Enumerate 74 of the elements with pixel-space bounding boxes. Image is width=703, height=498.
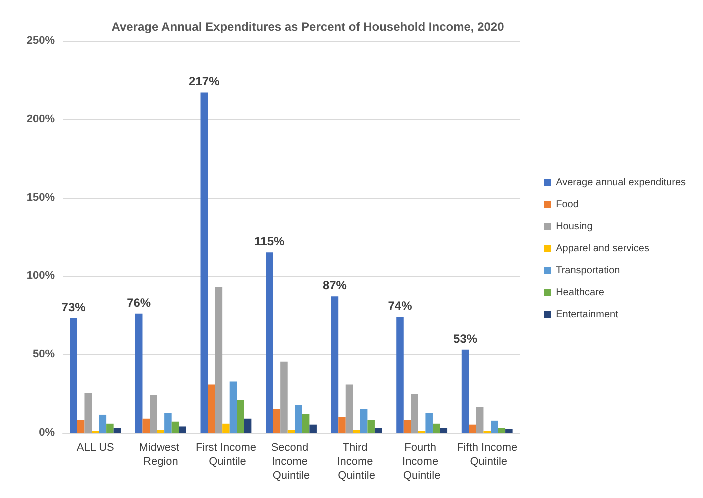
x-tick-label: First Income Quintile	[196, 442, 256, 468]
bar	[506, 429, 513, 433]
legend-label: Transportation	[556, 266, 620, 276]
bar	[135, 314, 143, 433]
legend-label: Healthcare	[556, 288, 605, 298]
bar	[230, 382, 238, 433]
bar	[396, 316, 404, 433]
y-tick-label: 150%	[26, 192, 56, 204]
bar	[476, 407, 484, 433]
x-tick-label: ALL US	[76, 442, 114, 454]
bar	[150, 395, 158, 433]
data-label: 115%	[254, 234, 286, 249]
x-tick-label: Fourth Income Quintile	[402, 442, 442, 482]
chart-title: Average Annual Expenditures as Percent of Household Income, 2020	[112, 20, 505, 34]
bar	[280, 362, 288, 433]
bar	[222, 424, 230, 433]
y-tick-label: 200%	[26, 113, 56, 126]
bar	[142, 418, 150, 433]
bar	[353, 430, 360, 433]
bar	[266, 252, 274, 433]
bar	[164, 413, 172, 433]
y-tick-label: 0%	[39, 427, 56, 439]
data-label: 217%	[189, 74, 220, 89]
bar	[346, 384, 354, 433]
bar	[490, 420, 498, 433]
legend-label: Average annual expenditures	[556, 178, 686, 188]
bar	[498, 428, 506, 433]
bar	[411, 394, 418, 433]
bar	[426, 413, 433, 433]
bar	[215, 287, 223, 433]
bar	[179, 426, 186, 433]
bar	[99, 414, 107, 433]
legend-label: Apparel and services	[556, 244, 650, 254]
data-label: 53%	[454, 332, 478, 346]
bar	[200, 92, 208, 433]
bar	[157, 430, 165, 433]
bar	[295, 405, 302, 433]
legend-label: Housing	[556, 222, 593, 232]
bar	[208, 384, 216, 433]
bar	[244, 418, 252, 433]
bar	[302, 414, 310, 433]
bar	[469, 424, 476, 433]
x-tick-label: Fifth Income Quintile	[457, 442, 518, 468]
bar	[360, 409, 368, 433]
bar	[404, 420, 412, 433]
bar	[432, 424, 440, 433]
bar	[368, 420, 375, 433]
legend-label: Entertainment	[556, 310, 619, 320]
x-tick-label: Third Income Quintile	[337, 442, 376, 482]
bar	[338, 417, 346, 433]
data-label: 74%	[388, 298, 413, 313]
bar	[84, 393, 92, 433]
y-tick-label: 100%	[26, 270, 56, 282]
bar	[331, 296, 339, 433]
x-tick-label: Midwest Region	[139, 442, 183, 468]
legend-label: Food	[556, 200, 579, 210]
bar	[374, 428, 382, 433]
bar	[310, 424, 317, 433]
bar	[237, 400, 244, 433]
data-label: 76%	[127, 296, 152, 310]
bar	[462, 350, 470, 433]
data-label: 73%	[62, 300, 86, 315]
y-tick-label: 250%	[26, 35, 56, 47]
bar	[114, 428, 122, 433]
bar	[70, 318, 78, 433]
bar	[106, 424, 114, 433]
bar	[77, 420, 85, 433]
bar	[440, 428, 448, 433]
y-tick-label: 50%	[32, 348, 56, 361]
bar	[288, 430, 296, 433]
data-label: 87%	[322, 278, 348, 293]
bar	[172, 422, 180, 433]
bar	[273, 409, 281, 433]
x-tick-label: Second Income Quintile	[271, 442, 312, 482]
